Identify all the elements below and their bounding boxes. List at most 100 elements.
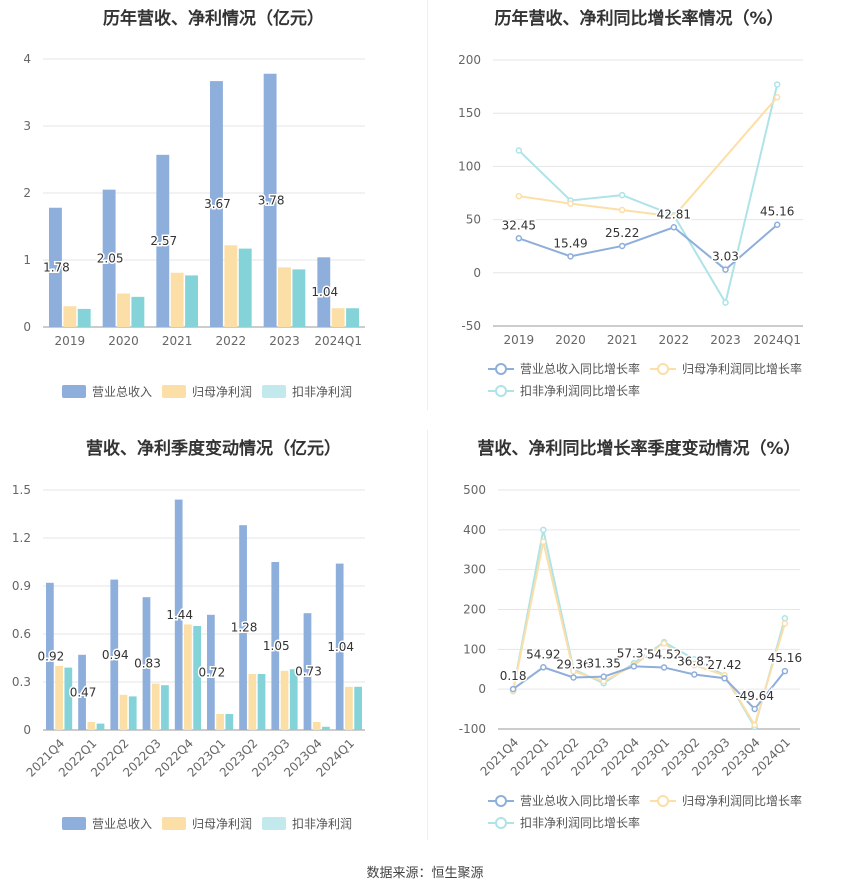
bar-deducted-profit	[128, 696, 137, 730]
bar-net-profit	[55, 666, 63, 730]
y-tick-label: 0	[23, 320, 31, 334]
data-point	[751, 721, 758, 729]
bar-revenue	[335, 563, 344, 730]
legend-item-revenue[interactable]: 营业总收入	[62, 815, 152, 832]
data-label: 57.37	[617, 646, 651, 660]
legend-item-net-profit-growth[interactable]: 归母净利润同比增长率	[650, 792, 802, 809]
chart-legend: 营业总收入 归母净利润 扣非净利润	[0, 383, 427, 403]
data-label: 32.45	[502, 218, 536, 232]
legend-swatch	[262, 817, 286, 830]
y-tick-label: 1	[23, 253, 31, 267]
y-tick-label: 100	[458, 159, 481, 173]
bar-deducted-profit	[346, 308, 359, 327]
bar-net-profit	[87, 722, 96, 730]
chart-title: 营收、净利季度变动情况（亿元）	[86, 439, 341, 459]
quarterly-growth-line-chart: -10001002003004005002021Q42022Q12022Q220…	[459, 483, 804, 779]
bar-deducted-profit	[322, 726, 330, 730]
bar-net-profit	[119, 694, 128, 730]
legend-swatch	[488, 362, 514, 375]
bar-revenue	[102, 189, 116, 327]
data-point	[781, 615, 789, 622]
bar-deducted-profit	[77, 308, 91, 327]
y-tick-label: -100	[459, 722, 486, 736]
bar-revenue	[49, 207, 62, 327]
data-point	[691, 671, 698, 678]
bar-deducted-profit	[225, 714, 234, 730]
x-tick-label: 2021	[607, 333, 638, 347]
bar-revenue	[174, 499, 183, 730]
x-tick-label: 2019	[55, 334, 86, 348]
bar-net-profit	[280, 670, 289, 730]
bar-net-profit	[216, 714, 224, 730]
legend-item-revenue-growth[interactable]: 营业总收入同比增长率	[488, 360, 640, 377]
legend-item-deducted-profit-growth[interactable]: 扣非净利润同比增长率	[488, 814, 640, 831]
legend-item-net-profit[interactable]: 归母净利润	[162, 815, 252, 832]
data-label: 42.81	[657, 207, 691, 221]
chart-legend: 营业总收入 归母净利润 扣非净利润	[0, 815, 427, 835]
legend-label: 营业总收入同比增长率	[520, 794, 641, 808]
bar-deducted-profit	[64, 667, 73, 730]
bar-deducted-profit	[354, 686, 362, 730]
legend-item-net-profit-growth[interactable]: 归母净利润同比增长率	[650, 360, 802, 377]
data-label: 0.94	[102, 648, 129, 662]
legend-swatch	[162, 817, 186, 830]
series-line	[512, 665, 786, 711]
legend-label: 归母净利润同比增长率	[682, 362, 803, 376]
legend-item-revenue[interactable]: 营业总收入	[62, 383, 152, 400]
x-tick-label: 2023	[710, 333, 741, 347]
bar-net-profit	[278, 267, 291, 327]
bar-revenue	[303, 613, 312, 730]
annual-growth-line-chart: -50 0 50 100 150 200 2019 2020 2021 2022 2023 2024Q…	[458, 53, 803, 347]
data-point	[781, 620, 789, 627]
data-label: 0.73	[295, 665, 322, 679]
data-point	[670, 224, 678, 231]
legend-item-deducted-profit[interactable]: 扣非净利润	[262, 383, 352, 400]
legend-label: 营业总收入同比增长率	[520, 362, 641, 376]
data-point	[773, 93, 781, 101]
chart-title: 历年营收、净利同比增长率情况（%）	[494, 9, 784, 29]
legend-swatch	[488, 384, 514, 397]
x-tick-label: 2020	[108, 334, 139, 348]
data-point	[540, 538, 547, 546]
legend-item-revenue-growth[interactable]: 营业总收入同比增长率	[488, 792, 640, 809]
data-point	[751, 705, 758, 713]
y-tick-label: 0.3	[12, 675, 31, 689]
data-label: 1.04	[311, 285, 338, 299]
x-tick-label: 2023	[269, 334, 300, 348]
series-line	[518, 96, 778, 218]
data-point	[618, 242, 626, 250]
data-label: 1.04	[327, 640, 354, 654]
bar-deducted-profit	[193, 626, 201, 730]
y-tick-label: 200	[463, 603, 486, 617]
y-tick-label: 200	[458, 53, 481, 67]
legend-swatch	[650, 794, 676, 807]
legend-swatch	[488, 816, 514, 829]
quarterly-growth-panel: 营收、净利同比增长率季度变动情况（%） -100 0 100 200 300 400 500…	[428, 430, 850, 850]
bar-deducted-profit	[185, 275, 198, 327]
data-label: 36.87	[677, 654, 711, 668]
data-label: 25.22	[605, 226, 639, 240]
bar-net-profit	[312, 722, 321, 730]
bar-net-profit	[117, 293, 130, 327]
x-tick-label: 2021	[162, 334, 193, 348]
x-tick-label: 2022	[216, 334, 247, 348]
series-line	[512, 541, 786, 728]
legend-item-deducted-profit-growth[interactable]: 扣非净利润同比增长率	[488, 382, 640, 399]
data-point	[781, 667, 789, 675]
data-label: 2.05	[97, 251, 124, 265]
bar-revenue	[239, 525, 247, 730]
y-tick-label: 100	[463, 642, 486, 656]
data-source-note: 数据来源：恒生聚源	[366, 866, 484, 881]
data-label: 0.47	[70, 685, 97, 699]
legend-label: 营业总收入	[92, 817, 153, 831]
bar-deducted-profit	[289, 669, 298, 730]
x-tick-label: 2022	[659, 333, 690, 347]
legend-item-net-profit[interactable]: 归母净利润	[162, 383, 252, 400]
bar-revenue	[156, 154, 170, 327]
data-point	[618, 191, 626, 199]
legend-item-deducted-profit[interactable]: 扣非净利润	[262, 815, 352, 832]
data-point	[540, 664, 547, 671]
bar-deducted-profit	[238, 248, 252, 327]
annual-bar-chart: 0 1 2 3 4 2019 2020 2021 2022 2023 2024Q1 1.78 2.05 2…	[23, 52, 365, 348]
series-line	[518, 223, 778, 271]
